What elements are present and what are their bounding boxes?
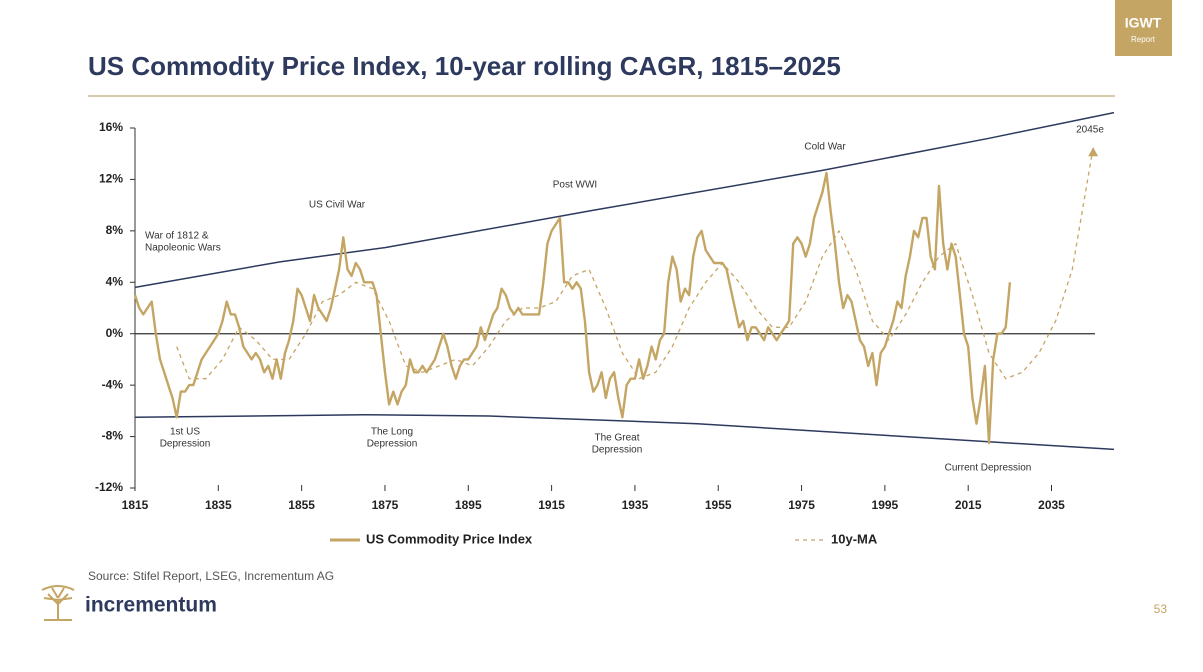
annotation: Cold War <box>804 142 846 153</box>
annotation: War of 1812 & <box>145 231 209 242</box>
annotation: Depression <box>367 439 418 450</box>
y-tick-label: 12% <box>99 172 123 186</box>
x-tick-label: 1915 <box>538 498 565 512</box>
y-tick-label: -12% <box>95 480 123 494</box>
annotation: Napoleonic Wars <box>145 243 221 254</box>
logo-text: incrementum <box>85 594 217 617</box>
x-tick-label: 1975 <box>788 498 815 512</box>
arrowhead <box>1088 147 1099 157</box>
x-tick-label: 1895 <box>455 498 482 512</box>
x-tick-label: 1955 <box>705 498 732 512</box>
annotation: 2045e <box>1076 125 1104 136</box>
series-line <box>133 171 1012 445</box>
y-tick-label: 0% <box>106 326 124 340</box>
badge-title: IGWT <box>1125 15 1162 31</box>
annotation: US Civil War <box>309 200 366 211</box>
annotation: The Great <box>594 433 639 444</box>
annotation: Current Depression <box>945 463 1032 474</box>
annotation: Depression <box>592 445 643 456</box>
trend-band <box>134 111 1115 289</box>
y-tick-label: -4% <box>102 377 124 391</box>
x-tick-label: 1835 <box>205 498 232 512</box>
x-tick-label: 1875 <box>372 498 399 512</box>
annotation: Depression <box>160 439 211 450</box>
y-tick-label: 4% <box>106 274 124 288</box>
y-tick-label: 8% <box>106 223 124 237</box>
badge <box>1115 0 1172 56</box>
x-tick-label: 1935 <box>622 498 649 512</box>
annotation: 1st US <box>170 427 200 438</box>
badge-subtitle: Report <box>1131 35 1156 44</box>
source: Source: Stifel Report, LSEG, Incrementum… <box>88 569 334 583</box>
x-tick-label: 1995 <box>872 498 899 512</box>
y-tick-label: 16% <box>99 120 123 134</box>
chart-title: US Commodity Price Index, 10-year rollin… <box>88 51 841 81</box>
page-number: 53 <box>1154 602 1168 616</box>
series-line <box>176 147 1094 380</box>
legend-label: US Commodity Price Index <box>366 531 533 546</box>
x-tick-label: 1815 <box>122 498 149 512</box>
annotation: Post WWI <box>553 180 597 191</box>
x-tick-label: 1855 <box>288 498 315 512</box>
x-tick-label: 2035 <box>1038 498 1065 512</box>
trend-band <box>134 413 1115 451</box>
x-tick-label: 2015 <box>955 498 982 512</box>
legend-label: 10y-MA <box>831 531 878 546</box>
annotation: The Long <box>371 427 413 438</box>
logo-icon <box>41 585 75 621</box>
y-tick-label: -8% <box>102 429 124 443</box>
